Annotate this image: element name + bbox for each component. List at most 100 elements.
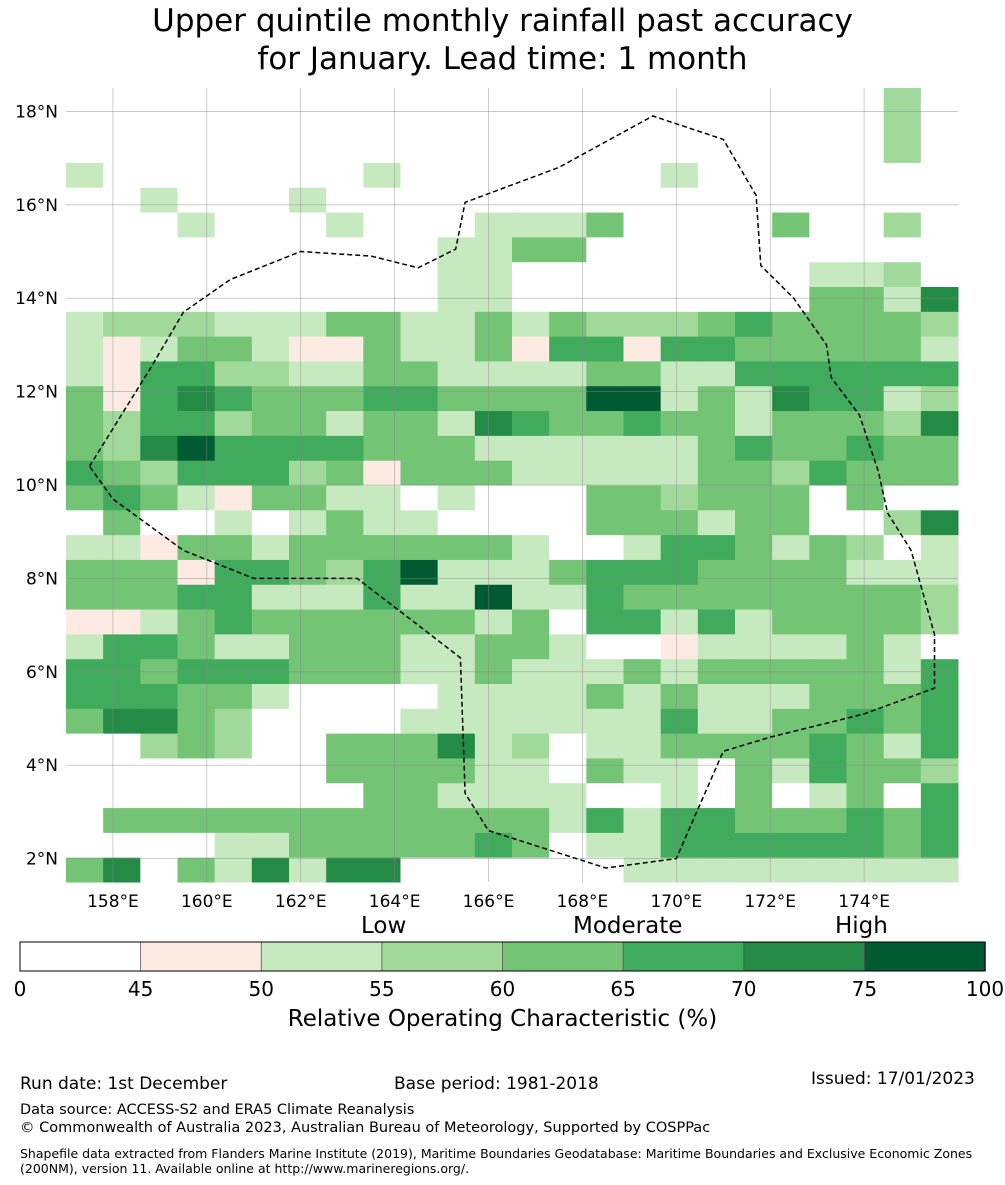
latitude-label: 10°N: [15, 476, 58, 496]
grid-cell: [177, 360, 216, 387]
grid-cell: [437, 112, 476, 139]
longitude-label: 162°E: [275, 892, 327, 910]
accuracy-grid: [66, 88, 959, 883]
grid-cell: [549, 311, 587, 337]
grid-cell: [177, 683, 216, 709]
grid-cell: [437, 311, 476, 337]
grid-cell: [326, 460, 364, 486]
grid-cell: [697, 807, 736, 833]
colorbar-title: Relative Operating Characteristic (%): [287, 1006, 718, 1032]
grid-cell: [400, 360, 439, 387]
grid-cell: [586, 311, 624, 337]
grid-cell: [103, 683, 141, 709]
grid-cell: [103, 360, 141, 387]
grid-cell: [623, 410, 662, 436]
grid-cell: [586, 658, 624, 684]
grid-cell: [586, 485, 624, 511]
grid-cell: [214, 708, 253, 734]
grid-cell: [697, 336, 736, 362]
grid-cell: [474, 460, 513, 486]
grid-cell: [177, 162, 216, 188]
grid-cell: [140, 112, 178, 139]
grid-cell: [66, 162, 104, 188]
grid-cell: [512, 187, 550, 213]
grid-cell: [66, 559, 104, 585]
grid-cell: [772, 658, 810, 684]
grid-cell: [920, 112, 959, 139]
grid-cell: [177, 410, 216, 436]
grid-cell: [586, 360, 624, 387]
grid-cell: [697, 485, 736, 511]
grid-cell: [809, 336, 847, 362]
grid-cell: [474, 286, 513, 312]
grid-cell: [177, 112, 216, 139]
grid-cell: [437, 757, 476, 784]
grid-cell: [326, 832, 364, 858]
grid-cell: [251, 584, 290, 610]
grid-cell: [660, 360, 699, 387]
grid-cell: [214, 658, 253, 684]
grid-cell: [289, 212, 327, 238]
grid-cell: [549, 757, 587, 784]
grid-cell: [289, 683, 327, 709]
grid-cell: [660, 311, 699, 337]
grid-cell: [437, 336, 476, 362]
grid-cell: [883, 485, 922, 511]
grid-cell: [400, 385, 439, 412]
colorbar-tick-label: 0: [14, 977, 27, 1001]
grid-cell: [363, 162, 401, 188]
grid-cell: [363, 733, 401, 759]
grid-cell: [251, 336, 290, 362]
grid-cell: [326, 410, 364, 436]
grid-cell: [735, 286, 773, 312]
map-title: Upper quintile monthly rainfall past acc…: [0, 2, 1005, 78]
grid-cell: [846, 162, 885, 188]
grid-cell: [697, 212, 736, 238]
grid-cell: [660, 137, 699, 163]
grid-cell: [326, 88, 364, 114]
grid-cell: [251, 857, 290, 883]
grid-cell: [251, 807, 290, 833]
grid-cell: [883, 633, 922, 660]
grid-cell: [586, 782, 624, 809]
grid-cell: [549, 435, 587, 461]
grid-cell: [660, 782, 699, 809]
grid-cell: [66, 236, 104, 263]
grid-cell: [437, 435, 476, 461]
grid-cell: [735, 509, 773, 536]
grid-cell: [846, 286, 885, 312]
grid-cell: [400, 311, 439, 337]
grid-cell: [512, 683, 550, 709]
colorbar-tick-label: 75: [852, 977, 877, 1001]
grid-cell: [103, 807, 141, 833]
grid-cell: [512, 708, 550, 734]
grid-cell: [326, 633, 364, 660]
grid-cell: [363, 757, 401, 784]
grid-cell: [363, 534, 401, 560]
grid-cell: [809, 683, 847, 709]
grid-cell: [400, 410, 439, 436]
grid-cell: [809, 236, 847, 263]
grid-cell: [623, 782, 662, 809]
grid-cell: [437, 857, 476, 883]
grid-cell: [735, 683, 773, 709]
grid-cell: [437, 485, 476, 511]
grid-cell: [512, 757, 550, 784]
grid-cell: [103, 782, 141, 809]
grid-cell: [474, 137, 513, 163]
grid-cell: [809, 261, 847, 287]
grid-cell: [512, 733, 550, 759]
grid-cell: [214, 187, 253, 213]
colorbar-tick-label: 70: [731, 977, 756, 1001]
grid-cell: [214, 162, 253, 188]
grid-cell: [809, 509, 847, 536]
grid-cell: [883, 137, 922, 163]
rainfall-accuracy-map: 158°E 160°E 162°E 164°E 166°E 168°E 170°E 172°E…: [15, 88, 959, 910]
grid-cell: [400, 658, 439, 684]
grid-cell: [549, 385, 587, 412]
longitude-label: 160°E: [181, 892, 233, 910]
grid-cell: [883, 782, 922, 809]
grid-cell: [772, 534, 810, 560]
grid-cell: [697, 757, 736, 784]
grid-cell: [214, 212, 253, 238]
